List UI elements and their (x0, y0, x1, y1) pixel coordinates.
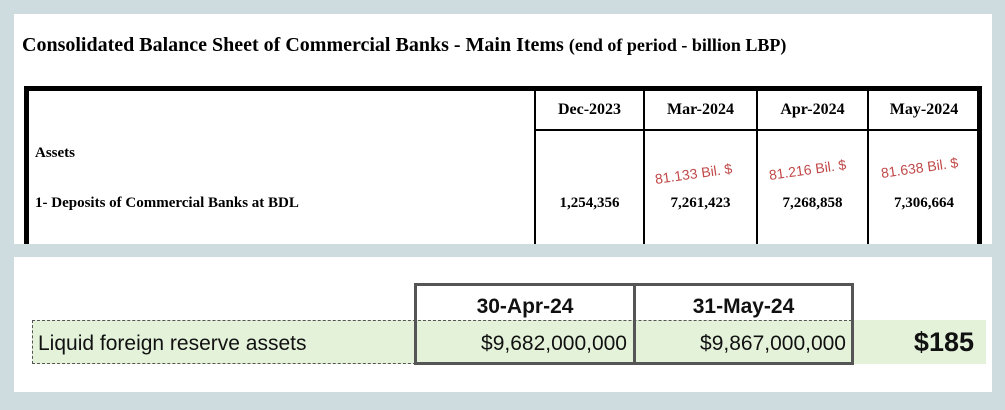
column-header-apr-2024: Apr-2024 (780, 101, 845, 118)
value-apr-2024: 7,268,858 (782, 195, 843, 211)
column-divider (643, 91, 645, 244)
column-header-dec-2023: Dec-2023 (557, 101, 622, 118)
value-mar-2024: 7,261,423 (670, 195, 731, 211)
value-may-2024: 7,306,664 (894, 195, 954, 211)
column-divider (756, 91, 758, 244)
column-divider (534, 91, 536, 244)
reserve-row-highlight (32, 320, 986, 364)
annotation-apr-2024: 81.216 Bil. $ (767, 156, 848, 183)
balance-sheet-title: Consolidated Balance Sheet of Commercial… (22, 34, 786, 57)
deposits-row-label: 1- Deposits of Commercial Banks at BDL (35, 195, 299, 211)
column-header-may-2024: May-2024 (889, 101, 959, 118)
annotation-may-2024: 81.638 Bil. $ (879, 154, 960, 181)
header-divider (534, 129, 977, 131)
reserve-row-label: Liquid foreign reserve assets (38, 332, 307, 355)
reserves-panel: 30-Apr-24 31-May-24 Liquid foreign reser… (14, 257, 992, 392)
column-divider (867, 91, 869, 244)
title-subtitle: (end of period - billion LBP) (568, 35, 787, 55)
reserve-value-31-may-24: $9,867,000,000 (700, 332, 846, 355)
reserve-difference: $185 (913, 327, 974, 357)
column-header-30-apr-24: 30-Apr-24 (476, 295, 574, 318)
reserve-value-30-apr-24: $9,682,000,000 (481, 332, 627, 355)
title-main: Consolidated Balance Sheet of Commercial… (22, 34, 564, 56)
column-box-31-may-24 (633, 283, 854, 365)
annotation-mar-2024: 81.133 Bil. $ (653, 160, 734, 187)
balance-sheet-table: Dec-2023 Mar-2024 Apr-2024 May-2024 Asse… (24, 86, 982, 244)
assets-section-label: Assets (35, 145, 75, 161)
column-header-mar-2024: Mar-2024 (667, 101, 734, 118)
balance-sheet-panel: Consolidated Balance Sheet of Commercial… (14, 14, 992, 244)
value-dec-2023: 1,254,356 (559, 195, 620, 211)
column-header-31-may-24: 31-May-24 (692, 295, 795, 318)
